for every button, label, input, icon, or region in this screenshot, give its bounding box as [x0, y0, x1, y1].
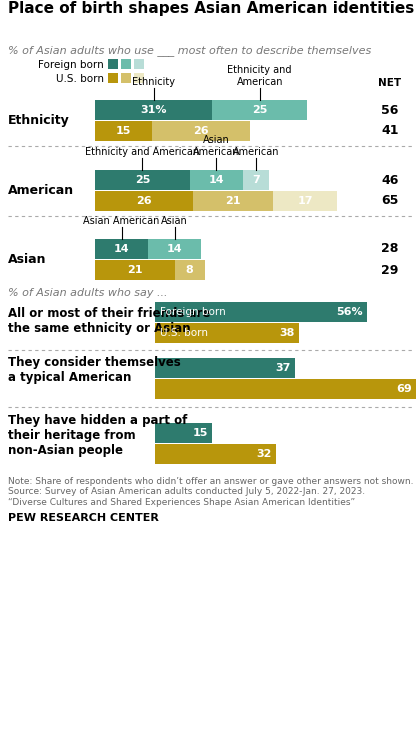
Text: 21: 21	[226, 196, 241, 206]
FancyBboxPatch shape	[243, 170, 269, 190]
Text: PEW RESEARCH CENTER: PEW RESEARCH CENTER	[8, 513, 159, 523]
Text: 14: 14	[167, 244, 182, 254]
Text: 46: 46	[381, 174, 399, 187]
Text: American: American	[8, 184, 74, 197]
Text: Asian: Asian	[8, 253, 47, 266]
Text: 25: 25	[135, 175, 150, 185]
Text: All or most of their friends are
the same ethnicity or Asian: All or most of their friends are the sam…	[8, 307, 210, 335]
FancyBboxPatch shape	[155, 358, 295, 378]
Text: Ethnicity: Ethnicity	[132, 77, 175, 87]
FancyBboxPatch shape	[95, 170, 190, 190]
Text: 26: 26	[193, 126, 209, 136]
Text: Note: Share of respondents who didn’t offer an answer or gave other answers not : Note: Share of respondents who didn’t of…	[8, 477, 414, 507]
FancyBboxPatch shape	[95, 191, 194, 211]
Text: 14: 14	[114, 244, 129, 254]
Text: 8: 8	[186, 265, 194, 275]
Text: Ethnicity and
American: Ethnicity and American	[227, 65, 292, 87]
FancyBboxPatch shape	[155, 379, 416, 399]
Text: 37: 37	[276, 363, 291, 373]
Text: 25: 25	[252, 105, 268, 115]
Text: Asian: Asian	[161, 216, 188, 226]
Text: Asian American: Asian American	[83, 216, 160, 226]
FancyBboxPatch shape	[121, 59, 131, 69]
FancyBboxPatch shape	[108, 59, 118, 69]
FancyBboxPatch shape	[95, 260, 174, 280]
FancyBboxPatch shape	[174, 260, 205, 280]
Text: % of Asian adults who use ___ most often to describe themselves: % of Asian adults who use ___ most often…	[8, 45, 371, 56]
FancyBboxPatch shape	[155, 444, 276, 464]
FancyBboxPatch shape	[148, 239, 201, 259]
FancyBboxPatch shape	[155, 323, 299, 343]
Text: Foreign born: Foreign born	[160, 307, 226, 317]
Text: 17: 17	[297, 196, 313, 206]
Text: U.S. born: U.S. born	[160, 328, 208, 338]
Text: 29: 29	[381, 264, 399, 276]
Text: 21: 21	[127, 265, 142, 275]
Text: 26: 26	[136, 196, 152, 206]
FancyBboxPatch shape	[273, 191, 337, 211]
Text: 69: 69	[396, 384, 412, 394]
FancyBboxPatch shape	[134, 73, 144, 83]
FancyBboxPatch shape	[194, 191, 273, 211]
Text: 38: 38	[279, 328, 295, 338]
FancyBboxPatch shape	[152, 121, 250, 141]
Text: % of Asian adults who say ...: % of Asian adults who say ...	[8, 288, 168, 298]
Text: 32: 32	[257, 449, 272, 459]
FancyBboxPatch shape	[134, 59, 144, 69]
Text: NET: NET	[378, 78, 402, 88]
FancyBboxPatch shape	[155, 423, 212, 443]
FancyBboxPatch shape	[213, 100, 307, 120]
FancyBboxPatch shape	[121, 73, 131, 83]
Text: They have hidden a part of
their heritage from
non-Asian people: They have hidden a part of their heritag…	[8, 414, 187, 457]
Text: They consider themselves
a typical American: They consider themselves a typical Ameri…	[8, 356, 181, 384]
Text: Ethnicity and American: Ethnicity and American	[85, 147, 200, 157]
FancyBboxPatch shape	[190, 170, 243, 190]
Text: Foreign born: Foreign born	[38, 60, 104, 70]
Text: 14: 14	[208, 175, 224, 185]
FancyBboxPatch shape	[95, 239, 148, 259]
Text: 41: 41	[381, 124, 399, 138]
Text: Asian
American: Asian American	[193, 136, 239, 157]
Text: 31%: 31%	[140, 105, 167, 115]
Text: 56%: 56%	[336, 307, 363, 317]
FancyBboxPatch shape	[155, 302, 367, 322]
FancyBboxPatch shape	[95, 100, 213, 120]
Text: American: American	[233, 147, 279, 157]
Text: 56: 56	[381, 103, 399, 117]
Text: 7: 7	[252, 175, 260, 185]
Text: 65: 65	[381, 195, 399, 207]
FancyBboxPatch shape	[108, 73, 118, 83]
Text: 15: 15	[116, 126, 131, 136]
Text: Ethnicity: Ethnicity	[8, 114, 70, 127]
FancyBboxPatch shape	[95, 121, 152, 141]
Text: 28: 28	[381, 243, 399, 255]
Text: U.S. born: U.S. born	[56, 74, 104, 84]
Text: Place of birth shapes Asian American identities and life in America: Place of birth shapes Asian American ide…	[8, 1, 420, 16]
Text: 15: 15	[192, 428, 208, 438]
